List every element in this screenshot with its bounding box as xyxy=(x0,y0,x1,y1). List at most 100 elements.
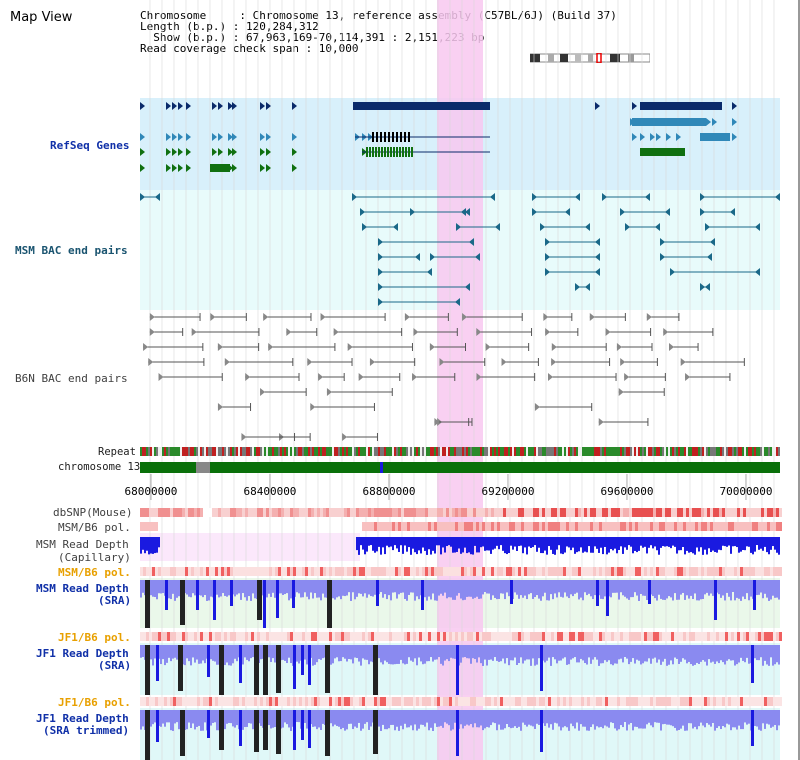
msm-b6-pol2-density xyxy=(155,567,158,576)
refseq-exon-arrow xyxy=(266,164,271,172)
repeat-element xyxy=(232,447,234,456)
jf1-trim-depth-bar xyxy=(172,722,174,731)
repeat-element xyxy=(734,447,736,456)
jf1-b6-pol-track-label: JF1/B6 pol. xyxy=(58,631,131,644)
repeat-element xyxy=(194,447,196,456)
jf1-b6-pol2-density xyxy=(353,697,356,706)
msm-b6-pol2-density xyxy=(587,567,590,576)
jf1-trim-depth-bar xyxy=(544,722,546,726)
refseq-exon-arrow xyxy=(140,102,145,110)
jf1-trim-depth-bar xyxy=(408,722,410,728)
repeat-element xyxy=(266,447,268,456)
dbsnp-density xyxy=(269,508,272,517)
dbsnp-density xyxy=(323,508,326,517)
repeat-element xyxy=(524,447,526,456)
msm-bac-end xyxy=(495,223,500,231)
msm-b6-pol-density xyxy=(641,522,644,531)
capillary-depth-bar xyxy=(650,537,652,546)
jf1-b6-pol-density xyxy=(560,632,563,641)
jf1-trim-depth-bar xyxy=(476,722,478,728)
jf1-sra-depth-bar xyxy=(510,657,512,661)
jf1-sra-depth-bar xyxy=(338,657,340,662)
capillary-depth-bar xyxy=(764,537,766,547)
jf1-sra-depth-bar xyxy=(746,657,748,658)
jf1-b6-pol-density xyxy=(287,632,290,641)
jf1-b6-pol2-density xyxy=(725,697,728,706)
capillary-depth-bar xyxy=(496,537,498,546)
msm-b6-pol-density xyxy=(593,522,596,531)
msm-b6-pol2-density xyxy=(779,567,782,576)
jf1-b6-pol-density xyxy=(362,632,365,641)
jf1-b6-pol-density xyxy=(779,632,782,641)
jf1-trim-depth-bar xyxy=(768,722,770,725)
dbsnp-density xyxy=(668,508,671,517)
jf1-b6-pol-density xyxy=(740,632,743,641)
jf1-b6-pol2-density xyxy=(197,697,200,706)
jf1-sra-depth-bar xyxy=(734,657,736,666)
jf1-b6-pol2-density xyxy=(611,697,614,706)
repeat-element xyxy=(546,447,548,456)
msm-sra-depth-bar xyxy=(350,592,352,601)
msm-sra-depth-bar xyxy=(612,592,614,593)
jf1-trim-depth-bar xyxy=(350,722,352,724)
msm-sra-depth-bar xyxy=(576,592,578,593)
capillary-depth-bar xyxy=(748,537,750,547)
msm-sra-depth-bar xyxy=(656,592,658,601)
repeat-element xyxy=(154,447,156,456)
jf1-b6-pol2-density xyxy=(176,697,179,706)
dbsnp-density xyxy=(509,508,512,517)
msm-b6-pol-density xyxy=(548,522,551,531)
msm-b6-pol2-density xyxy=(710,567,713,576)
msm-b6-pol2-density xyxy=(356,567,359,576)
jf1-b6-pol-density xyxy=(386,632,389,641)
jf1-sra-depth-bar xyxy=(712,657,714,662)
repeat-element xyxy=(254,447,256,456)
repeat-element xyxy=(456,447,458,456)
msm-b6-pol-density xyxy=(683,522,686,531)
dbsnp-density xyxy=(533,508,536,517)
jf1-trim-depth-bar xyxy=(664,722,666,724)
repeat-element xyxy=(442,447,444,456)
refseq-exon-arrow xyxy=(712,118,717,126)
repeat-element xyxy=(238,447,240,456)
msm-sra-depth-spike xyxy=(263,580,266,628)
msm-sra-depth-bar xyxy=(244,592,246,598)
jf1-sra-depth-bar xyxy=(204,657,206,664)
jf1-b6-pol2-density xyxy=(644,697,647,706)
msm-b6-pol2-density xyxy=(599,567,602,576)
dbsnp-density xyxy=(620,508,623,517)
repeat-element xyxy=(298,447,300,456)
jf1-sra-depth-bar xyxy=(226,657,228,663)
dbsnp-density xyxy=(404,508,407,517)
capillary-depth-bar xyxy=(450,537,452,547)
chromosome-ideogram[interactable] xyxy=(530,53,650,63)
jf1-sra-depth-bar xyxy=(348,657,350,659)
jf1-b6-pol-density xyxy=(380,632,383,641)
repeat-element xyxy=(346,447,348,456)
jf1-b6-pol2-density xyxy=(362,697,365,706)
capillary-depth-bar xyxy=(742,537,744,550)
msm-b6-pol2-density xyxy=(335,567,338,576)
repeat-element xyxy=(400,447,402,456)
msm-sra-depth-bar xyxy=(298,592,300,594)
dbsnp-density xyxy=(221,508,224,517)
jf1-sra-depth-bar xyxy=(318,657,320,660)
jf1-trim-depth-bar xyxy=(698,722,700,727)
jf1-b6-pol-density xyxy=(191,632,194,641)
capillary-depth-bar xyxy=(740,537,742,552)
repeat-element xyxy=(700,447,702,456)
repeat-element xyxy=(622,447,624,456)
msm-b6-pol2-density xyxy=(293,567,296,576)
msm-bac-end xyxy=(532,208,537,216)
repeat-element xyxy=(312,447,314,456)
repeat-element xyxy=(750,447,752,456)
msm-bac-end xyxy=(645,193,650,201)
msm-b6-pol-density xyxy=(428,522,431,531)
repeat-element xyxy=(160,447,162,456)
jf1-b6-pol2-density xyxy=(212,697,215,706)
msm-b6-pol2-density xyxy=(761,567,764,576)
repeat-element xyxy=(602,447,604,456)
repeat-element xyxy=(208,447,210,456)
msm-read-depth-capillary-label-2: (Capillary) xyxy=(58,551,131,564)
dbsnp-density xyxy=(464,508,467,517)
